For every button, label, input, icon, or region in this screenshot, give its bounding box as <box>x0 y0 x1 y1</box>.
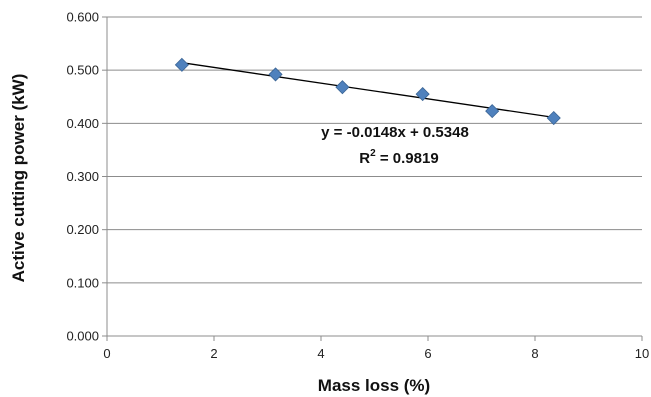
data-point <box>335 80 350 95</box>
x-tick-label: 2 <box>210 346 217 361</box>
trendline <box>181 62 554 119</box>
r-squared-prefix: R <box>359 150 370 167</box>
axes <box>102 16 643 341</box>
x-tick-label: 10 <box>635 346 649 361</box>
x-tick-label: 0 <box>103 346 110 361</box>
y-tick-label: 0.200 <box>66 222 99 237</box>
r-squared-label: R2 = 0.9819 <box>359 148 438 167</box>
gridlines <box>107 16 642 284</box>
data-points <box>174 57 561 126</box>
data-point <box>485 104 500 119</box>
y-tick-label: 0.300 <box>66 169 99 184</box>
y-tick-label: 0.600 <box>66 10 99 25</box>
x-tick-label: 8 <box>531 346 538 361</box>
y-tick-label: 0.000 <box>66 329 99 344</box>
data-point <box>415 87 430 102</box>
r-squared-value: = 0.9819 <box>376 150 439 167</box>
x-tick-label: 6 <box>424 346 431 361</box>
tick-labels: 0.000 0.100 0.200 0.300 0.400 0.500 0.600 0 2 4 6 8… <box>66 10 649 362</box>
x-tick-label: 4 <box>317 346 324 361</box>
y-axis-title: Active cutting power (kW) <box>9 74 28 283</box>
data-point <box>268 67 283 82</box>
data-point <box>546 110 561 126</box>
data-point <box>174 57 189 72</box>
x-axis-title: Mass loss (%) <box>318 376 430 395</box>
trendline-layer <box>181 62 554 119</box>
y-tick-label: 0.100 <box>66 275 99 290</box>
y-tick-label: 0.400 <box>66 116 99 131</box>
trendline-equation: y = -0.0148x + 0.5348 <box>321 124 469 141</box>
r-squared-superscript: 2 <box>370 148 376 159</box>
y-tick-label: 0.500 <box>66 63 99 78</box>
